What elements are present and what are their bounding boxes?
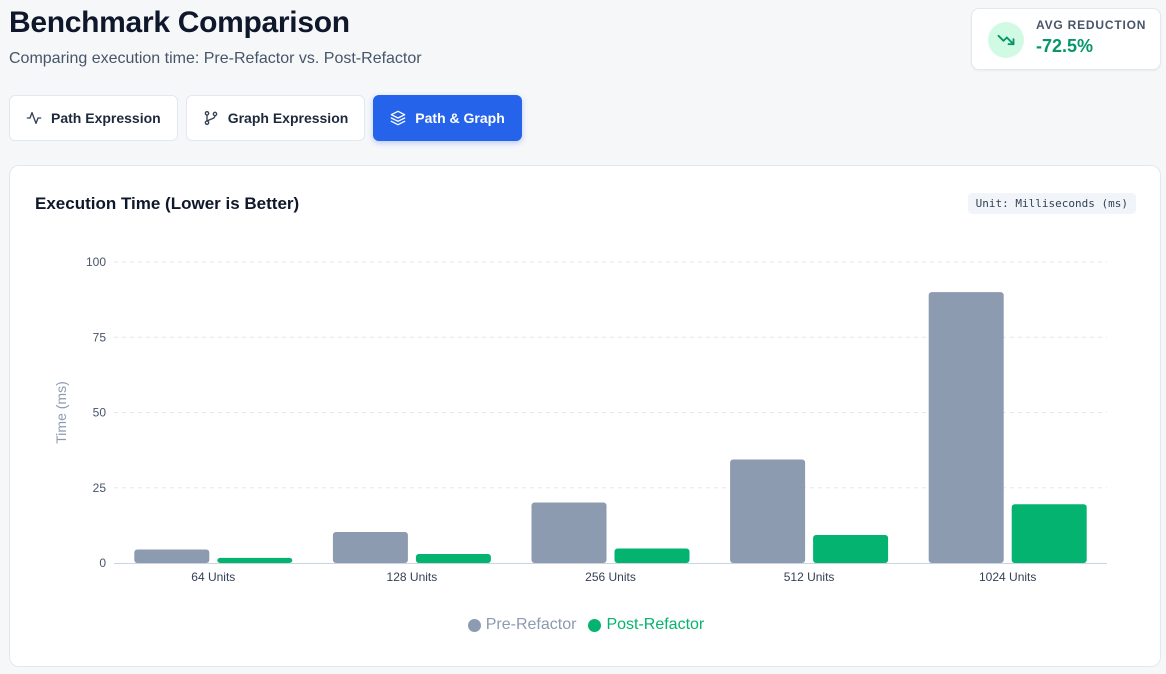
legend-label-pre: Pre-Refactor <box>485 616 577 633</box>
bar-post-refactor[interactable] <box>1011 504 1087 563</box>
bar-chart: 0 25 50 75 100 Time (ms) 64 Units 128 Units 256 … <box>53 255 1107 584</box>
legend-label-post: Post-Refactor <box>606 616 705 633</box>
x-tick-label: 1024 Units <box>979 570 1036 584</box>
bar-post-refactor[interactable] <box>614 548 690 563</box>
bar-post-refactor[interactable] <box>813 535 889 563</box>
y-tick-label: 50 <box>93 406 107 420</box>
tab-path-and-graph[interactable]: Path & Graph <box>373 95 522 141</box>
tab-label: Path Expression <box>51 110 161 126</box>
y-tick-label: 25 <box>93 481 107 495</box>
bar-post-refactor[interactable] <box>415 553 491 563</box>
legend-swatch-pre <box>467 618 481 632</box>
avg-reduction-label: AVG REDUCTION <box>1036 18 1147 32</box>
tab-label: Graph Expression <box>227 110 349 126</box>
tab-path-expression[interactable]: Path Expression <box>9 95 178 141</box>
bar-pre-refactor[interactable] <box>928 292 1004 563</box>
avg-reduction-value: -72.5% <box>1036 36 1094 56</box>
x-tick-label: 512 Units <box>784 570 835 584</box>
bar-pre-refactor[interactable] <box>531 502 607 563</box>
git-branch-icon <box>203 110 219 126</box>
x-tick-label: 128 Units <box>387 570 438 584</box>
bar-post-refactor[interactable] <box>217 557 293 563</box>
y-tick-label: 100 <box>86 255 106 269</box>
bar-pre-refactor[interactable] <box>134 549 210 563</box>
tab-graph-expression[interactable]: Graph Expression <box>185 95 366 141</box>
y-axis-label: Time (ms) <box>53 381 69 443</box>
tab-label: Path & Graph <box>415 110 505 126</box>
legend-item-post[interactable]: Post-Refactor <box>588 616 704 634</box>
page-title: Benchmark Comparison <box>9 6 350 39</box>
legend-item-pre[interactable]: Pre-Refactor <box>467 616 577 634</box>
unit-badge: Unit: Milliseconds (ms) <box>967 193 1136 214</box>
trending-down-icon <box>988 22 1024 58</box>
chart-card: Execution Time (Lower is Better) Unit: M… <box>9 165 1161 667</box>
bar-pre-refactor[interactable] <box>730 459 806 563</box>
chart-title: Execution Time (Lower is Better) <box>35 194 300 213</box>
view-tabs: Path Expression Graph Expression Path & … <box>9 95 522 141</box>
bar-pre-refactor[interactable] <box>332 531 408 563</box>
x-tick-label: 256 Units <box>585 570 636 584</box>
x-tick-label: 64 Units <box>191 570 235 584</box>
avg-reduction-card: AVG REDUCTION -72.5% <box>971 8 1161 70</box>
y-tick-label: 75 <box>93 330 107 344</box>
y-tick-label: 0 <box>99 556 106 570</box>
chart-legend: Pre-Refactor Post-Refactor <box>10 616 1162 634</box>
legend-swatch-post <box>588 618 602 632</box>
layers-icon <box>390 110 406 126</box>
page-subtitle: Comparing execution time: Pre-Refactor v… <box>9 50 422 67</box>
activity-icon <box>26 110 42 126</box>
